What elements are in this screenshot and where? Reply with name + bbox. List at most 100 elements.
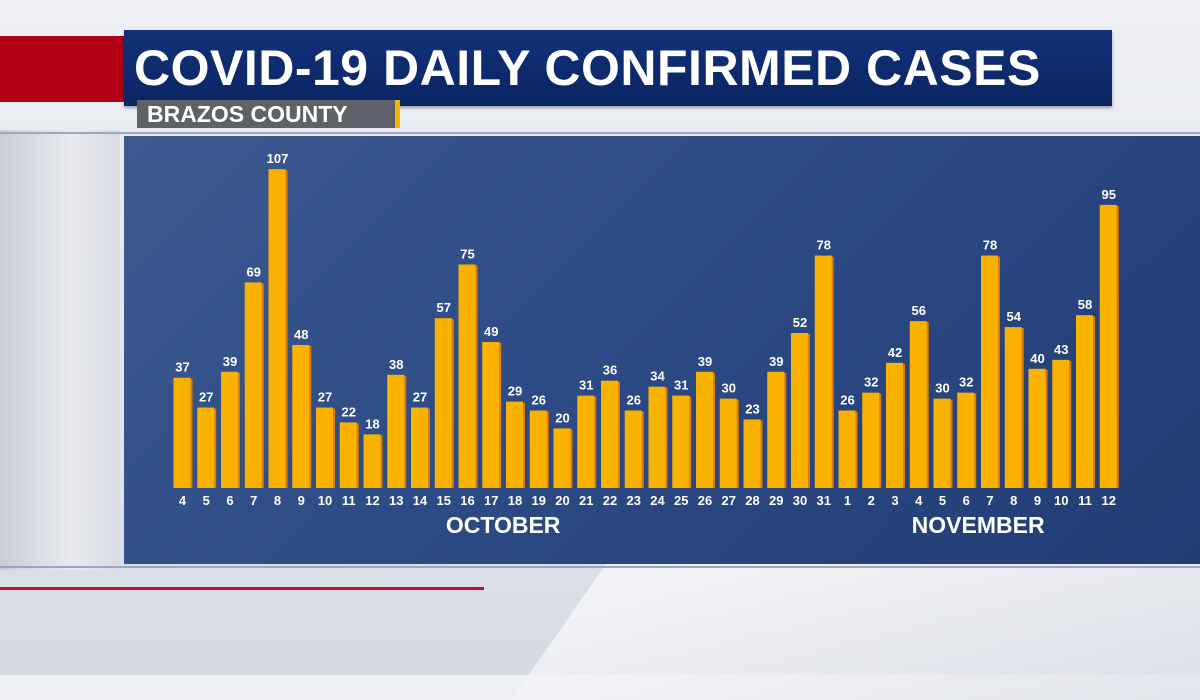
data-label-8: 18 — [365, 416, 379, 431]
month-label-0: OCTOBER — [446, 512, 561, 538]
bar-18 — [601, 380, 618, 488]
bar-shadow-35 — [1020, 328, 1024, 488]
bar-21 — [672, 395, 690, 488]
data-label-2: 39 — [223, 354, 237, 369]
tick-label-22: 26 — [698, 493, 712, 508]
bar-10 — [411, 407, 428, 488]
data-label-22: 39 — [698, 354, 712, 369]
data-label-9: 38 — [389, 357, 403, 372]
bar-26 — [791, 333, 808, 488]
bar-shadow-19 — [640, 411, 644, 488]
title-bar: COVID-19 DAILY CONFIRMED CASES — [124, 30, 1112, 106]
accent-red-block — [0, 36, 124, 102]
data-label-32: 30 — [935, 381, 949, 396]
data-label-35: 54 — [1007, 309, 1022, 324]
chart-title: COVID-19 DAILY CONFIRMED CASES — [134, 40, 1041, 96]
bar-34 — [981, 255, 998, 488]
tick-label-27: 31 — [817, 493, 831, 508]
tick-label-9: 13 — [389, 493, 403, 508]
bar-17 — [577, 395, 595, 488]
tick-label-29: 2 — [868, 493, 875, 508]
bar-shadow-31 — [925, 322, 929, 488]
tick-label-26: 30 — [793, 493, 807, 508]
bar-shadow-15 — [545, 411, 549, 488]
bar-shadow-37 — [1068, 360, 1072, 488]
bar-shadow-7 — [355, 423, 359, 488]
data-label-29: 32 — [864, 375, 878, 390]
tick-label-34: 7 — [986, 493, 993, 508]
bar-shadow-21 — [688, 396, 692, 488]
tick-label-18: 22 — [603, 493, 617, 508]
bar-shadow-2 — [237, 372, 240, 488]
tick-label-15: 19 — [532, 493, 546, 508]
bar-29 — [862, 392, 880, 488]
bar-36 — [1028, 368, 1046, 488]
data-label-10: 27 — [413, 390, 427, 405]
tick-label-2: 6 — [226, 493, 233, 508]
data-label-16: 20 — [555, 410, 569, 425]
tick-label-3: 7 — [250, 493, 257, 508]
tick-label-21: 25 — [674, 493, 688, 508]
tick-label-7: 11 — [342, 493, 356, 508]
data-label-7: 22 — [342, 404, 356, 419]
bar-shadow-3 — [260, 283, 264, 488]
bar-chart: 3742753966971078489271022111812381327145… — [173, 151, 1119, 538]
tick-label-39: 12 — [1102, 493, 1116, 508]
data-label-37: 43 — [1054, 342, 1068, 357]
chart-panel: 37 4 27 5 39 6 69 7 107 8 48 9 27 10 22 11 18 12 38 13 27 14 5… — [124, 136, 1200, 564]
bar-27 — [814, 255, 832, 488]
bar-shadow-10 — [427, 408, 430, 488]
tick-label-19: 23 — [627, 493, 641, 508]
tick-label-8: 12 — [365, 493, 379, 508]
tick-label-35: 8 — [1010, 493, 1017, 508]
data-label-3: 69 — [247, 264, 261, 279]
data-label-13: 49 — [484, 324, 498, 339]
bar-11 — [434, 318, 452, 488]
bar-6 — [316, 407, 333, 488]
bar-3 — [244, 282, 262, 488]
tick-label-36: 9 — [1034, 493, 1041, 508]
data-label-6: 27 — [318, 390, 332, 405]
tick-label-30: 3 — [891, 493, 898, 508]
data-label-1: 27 — [199, 390, 213, 405]
bar-19 — [624, 410, 642, 488]
bar-shadow-22 — [712, 372, 715, 488]
bar-23 — [719, 398, 737, 488]
tick-label-32: 5 — [939, 493, 946, 508]
red-rule — [0, 587, 484, 590]
bar-shadow-11 — [450, 319, 454, 488]
data-label-27: 78 — [817, 238, 831, 253]
bar-shadow-27 — [830, 256, 834, 488]
tick-label-1: 5 — [203, 493, 210, 508]
bar-shadow-33 — [973, 393, 977, 488]
data-label-12: 75 — [460, 247, 474, 262]
chart-subtitle: BRAZOS COUNTY — [147, 101, 348, 127]
bar-14 — [506, 401, 523, 488]
background-shard — [510, 560, 1200, 700]
bar-shadow-4 — [284, 170, 288, 488]
bar-31 — [909, 321, 927, 488]
tick-label-13: 17 — [484, 493, 498, 508]
bar-shadow-24 — [759, 420, 763, 488]
bar-shadow-13 — [498, 342, 502, 488]
tick-label-12: 16 — [460, 493, 474, 508]
bar-shadow-1 — [213, 408, 217, 488]
bar-shadow-16 — [569, 429, 573, 488]
data-label-26: 52 — [793, 315, 807, 330]
bar-shadow-12 — [474, 265, 478, 488]
tick-label-4: 8 — [274, 493, 281, 508]
bar-7 — [339, 422, 357, 488]
tick-label-24: 28 — [745, 493, 759, 508]
divider-line-bottom — [0, 566, 1200, 568]
tick-label-6: 10 — [318, 493, 332, 508]
bar-24 — [743, 419, 761, 488]
bar-shadow-9 — [403, 375, 407, 488]
data-label-38: 58 — [1078, 297, 1092, 312]
tick-label-20: 24 — [650, 493, 665, 508]
bar-shadow-17 — [593, 396, 597, 488]
bar-shadow-8 — [379, 435, 383, 488]
data-label-28: 26 — [840, 393, 854, 408]
bar-2 — [221, 371, 238, 488]
tick-label-16: 20 — [555, 493, 569, 508]
bar-20 — [648, 386, 666, 488]
